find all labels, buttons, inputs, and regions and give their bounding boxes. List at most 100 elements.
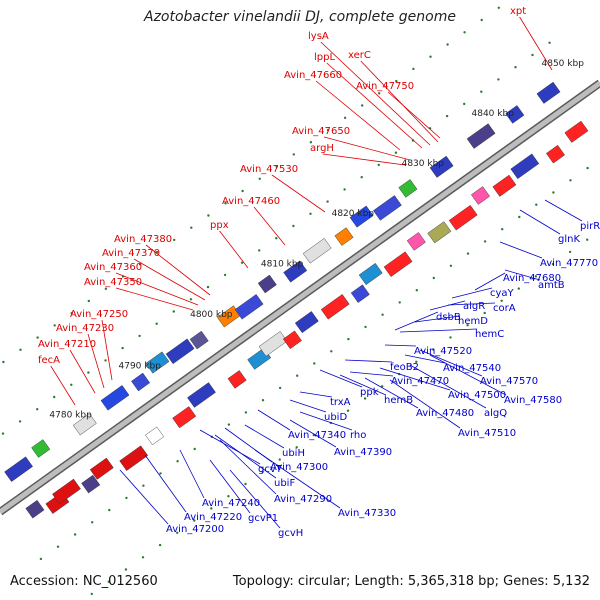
gene-label-lower[interactable]: cyaY	[490, 288, 515, 299]
gene-label-upper[interactable]: Avin_47660	[284, 70, 342, 81]
gene-label-lower[interactable]: Avin_47290	[274, 494, 332, 505]
gene-label-lower[interactable]: gcvH	[278, 528, 303, 539]
gene-label-lower[interactable]: pirR	[580, 221, 600, 232]
rail-dot	[586, 238, 589, 241]
gene-label-lower[interactable]: Avin_47390	[334, 447, 392, 458]
gene-label-lower[interactable]: ubiD	[324, 412, 347, 423]
gene-label-upper[interactable]: Avin_47250	[70, 309, 128, 320]
gene-label-lower[interactable]: amtB	[538, 280, 565, 291]
rail-dot	[176, 531, 179, 534]
gene-leader-line	[315, 80, 401, 151]
gene-feature	[492, 174, 517, 197]
gene-label-lower[interactable]: ppk	[360, 387, 379, 398]
gene-label-upper[interactable]: Avin_47350	[84, 277, 142, 288]
gene-label-lower[interactable]: glnK	[558, 234, 580, 245]
gene-label-lower[interactable]: Avin_47300	[270, 462, 328, 473]
rail-dot	[480, 18, 483, 22]
gene-label-lower[interactable]: Avin_47340	[288, 430, 346, 441]
gene-leader-line	[414, 315, 461, 323]
gene-label-lower[interactable]: corA	[493, 303, 516, 314]
gene-label-upper[interactable]: xpt	[510, 6, 526, 17]
gene-label-lower[interactable]: algR	[463, 301, 485, 312]
rail-dot	[176, 460, 179, 463]
gene-label-lower[interactable]: Avin_47200	[166, 524, 224, 535]
rail-dot	[343, 116, 347, 120]
rail-dot	[497, 78, 500, 81]
gene-feature	[429, 155, 454, 178]
gene-feature	[471, 186, 490, 205]
gene-label-upper[interactable]: Avin_47460	[222, 196, 280, 207]
rail-dot	[210, 507, 213, 510]
gene-label-lower[interactable]: algQ	[484, 408, 507, 419]
gene-leader-line	[229, 469, 281, 529]
gene-label-lower[interactable]: Avin_47470	[391, 376, 449, 387]
gene-label-lower[interactable]: ubiF	[274, 478, 295, 489]
gene-label-upper[interactable]: ppx	[210, 220, 229, 231]
gene-label-lower[interactable]: Avin_47540	[443, 363, 501, 374]
gene-leader-line	[271, 174, 326, 213]
gene-label-upper[interactable]: Avin_47360	[84, 262, 142, 273]
rail-dot	[569, 179, 572, 182]
rail-dot	[159, 472, 162, 475]
gene-feature	[398, 179, 418, 198]
gene-label-upper[interactable]: Avin_47380	[114, 234, 172, 245]
gene-label-lower[interactable]: gcvT	[258, 464, 283, 475]
gene-label-lower[interactable]: hemC	[475, 329, 504, 340]
gene-feature	[283, 260, 308, 283]
gene-leader-line	[409, 364, 487, 409]
gene-leader-line	[360, 60, 439, 143]
gene-label-upper[interactable]: fecA	[38, 355, 60, 366]
gene-label-upper[interactable]: Avin_47530	[240, 164, 298, 175]
gene-label-lower[interactable]: Avin_47580	[504, 395, 562, 406]
gene-label-lower[interactable]: Avin_47220	[184, 512, 242, 523]
gene-label-lower[interactable]: Avin_47510	[458, 428, 516, 439]
rail-dot	[124, 568, 128, 571]
gene-label-upper[interactable]: argH	[310, 143, 334, 154]
gene-label-lower[interactable]: hemB	[384, 395, 413, 406]
gene-leader-line	[344, 359, 393, 363]
gene-feature	[358, 263, 383, 285]
gene-label-lower[interactable]: gcvP1	[248, 513, 278, 524]
rail-dot	[309, 141, 313, 144]
gene-label-lower[interactable]: Avin_47500	[448, 390, 506, 401]
gene-label-lower[interactable]: rho	[350, 430, 366, 441]
gene-label-upper[interactable]: Avin_47750	[356, 81, 414, 92]
rail-dot	[193, 519, 196, 522]
gene-label-upper[interactable]: xerC	[348, 50, 371, 61]
gene-label-lower[interactable]: Avin_47770	[540, 258, 598, 269]
rail-dot	[142, 484, 145, 487]
gene-label-upper[interactable]: Avin_47650	[292, 126, 350, 137]
gene-leader-line	[519, 209, 561, 235]
gene-label-upper[interactable]: lysA	[308, 31, 329, 42]
gene-feature	[564, 120, 589, 143]
gene-feature	[373, 195, 402, 221]
rail-dot	[326, 200, 329, 203]
gene-label-upper[interactable]: lppL	[314, 52, 335, 63]
gene-label-lower[interactable]: Avin_47330	[338, 508, 396, 519]
gene-feature	[282, 330, 302, 350]
gene-label-lower[interactable]: Avin_47570	[480, 376, 538, 387]
gene-label-lower[interactable]: Avin_47680	[503, 273, 561, 284]
gene-label-lower[interactable]: Avin_47520	[414, 346, 472, 357]
rail-dot	[138, 263, 142, 266]
gene-leader-line	[299, 411, 353, 431]
rail-dot	[278, 386, 282, 390]
gene-label-lower[interactable]: feoB2	[390, 362, 419, 373]
gene-label-lower[interactable]: Avin_47480	[416, 408, 474, 419]
gene-label-upper[interactable]: Avin_47210	[38, 339, 96, 350]
rail-dot	[189, 298, 193, 301]
gene-label-lower[interactable]: Avin_47240	[202, 498, 260, 509]
gene-leader-line	[447, 302, 496, 306]
scale-label: 4840 kbp	[472, 109, 515, 119]
gene-label-lower[interactable]: hemD	[458, 316, 488, 327]
gene-label-lower[interactable]: trxA	[330, 397, 351, 408]
scale-label: 4850 kbp	[542, 59, 585, 69]
rail-dot	[275, 237, 278, 240]
rail-dot	[363, 397, 367, 400]
rail-dot	[446, 43, 449, 46]
gene-label-upper[interactable]: Avin_47230	[56, 323, 114, 334]
gene-label-lower[interactable]: ubiH	[282, 448, 305, 459]
scale-label: 4830 kbp	[402, 159, 445, 169]
rail-dot	[70, 312, 73, 315]
gene-label-upper[interactable]: Avin_47370	[102, 248, 160, 259]
